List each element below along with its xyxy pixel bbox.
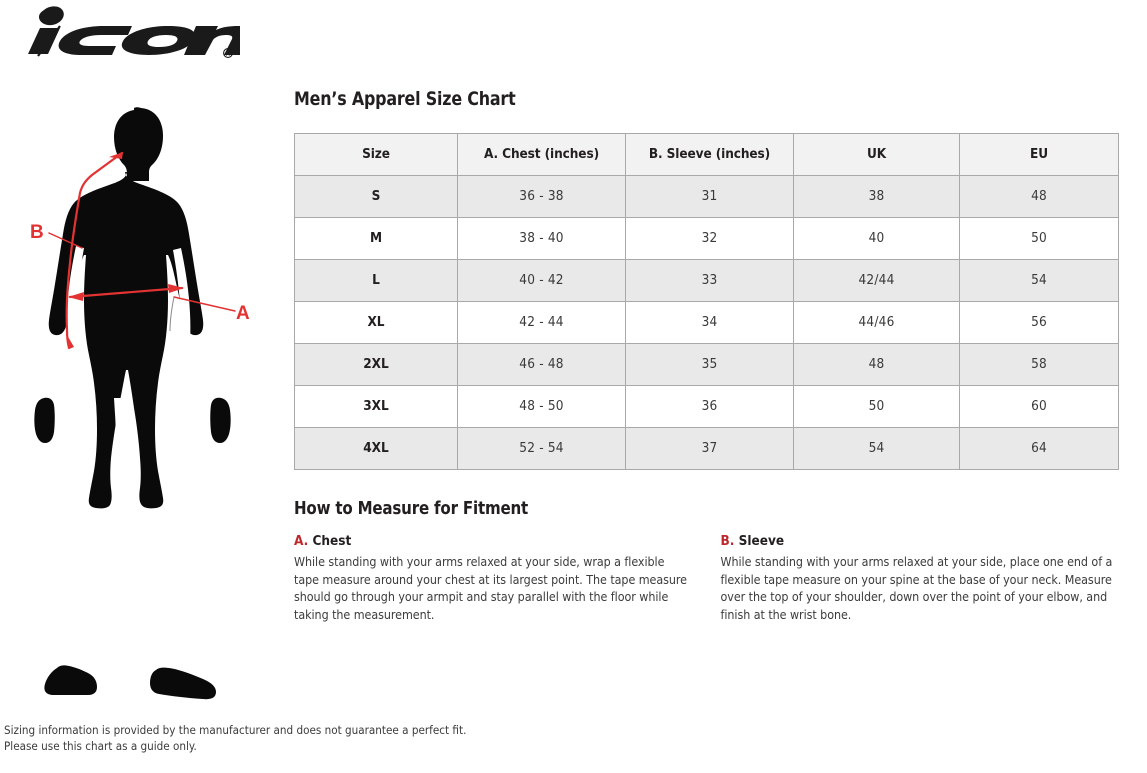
- measure-item-name: Chest: [312, 533, 352, 550]
- cell-sleeve: 36: [625, 384, 794, 428]
- cell-sleeve: 37: [625, 426, 794, 470]
- cell-size: L: [294, 258, 458, 302]
- content-column: Men’s Apparel Size Chart Size A. Chest (…: [294, 88, 1119, 624]
- cell-uk: 38: [793, 174, 960, 218]
- cell-sleeve: 31: [625, 174, 794, 218]
- sleeve-measure-path: [65, 151, 124, 350]
- cell-size: M: [294, 216, 458, 260]
- icon-wordmark-icon: R: [28, 6, 240, 58]
- table-row: M 38 - 40 32 40 50: [294, 216, 1119, 260]
- silhouette-shape: [34, 107, 231, 700]
- table-row: 4XL 52 - 54 37 54 64: [294, 426, 1119, 470]
- cell-eu: 64: [959, 426, 1119, 470]
- column-header-sleeve: B. Sleeve (inches): [625, 132, 794, 176]
- measure-item-chest: A. Chest While standing with your arms r…: [294, 533, 692, 623]
- column-header-size: Size: [294, 132, 458, 176]
- cell-sleeve: 33: [625, 258, 794, 302]
- measure-item-letter: B.: [720, 533, 735, 550]
- sleeve-arrowhead-bottom: [67, 335, 74, 349]
- measure-item-text: While standing with your arms relaxed at…: [294, 554, 687, 623]
- cell-uk: 48: [793, 342, 960, 386]
- cell-eu: 58: [959, 342, 1119, 386]
- how-to-measure-title: How to Measure for Fitment: [294, 497, 529, 519]
- table-header: Size A. Chest (inches) B. Sleeve (inches…: [294, 132, 1119, 176]
- cell-uk: 44/46: [793, 300, 960, 344]
- measure-item-text: While standing with your arms relaxed at…: [720, 554, 1113, 623]
- left-arm-gap: [66, 246, 84, 361]
- cell-size: XL: [294, 300, 458, 344]
- chest-arrowhead-left: [68, 292, 84, 301]
- disclaimer: Sizing information is provided by the ma…: [4, 722, 624, 755]
- cell-sleeve: 34: [625, 300, 794, 344]
- cell-chest: 40 - 42: [457, 258, 626, 302]
- cell-sleeve: 35: [625, 342, 794, 386]
- size-table-container: Size A. Chest (inches) B. Sleeve (inches…: [294, 132, 1119, 470]
- cell-eu: 48: [959, 174, 1119, 218]
- table-header-row: Size A. Chest (inches) B. Sleeve (inches…: [294, 132, 1119, 176]
- table-row: 3XL 48 - 50 36 50 60: [294, 384, 1119, 428]
- cell-uk: 50: [793, 384, 960, 428]
- cell-eu: 60: [959, 384, 1119, 428]
- table-body: S 36 - 38 31 38 48 M 38 - 40 32 40 50 L …: [294, 174, 1119, 470]
- cell-chest: 36 - 38: [457, 174, 626, 218]
- how-to-measure-section: How to Measure for Fitment A. Chest Whil…: [294, 498, 1118, 624]
- table-row: XL 42 - 44 34 44/46 56: [294, 300, 1119, 344]
- cell-chest: 46 - 48: [457, 342, 626, 386]
- measurement-annotations: [48, 151, 236, 350]
- right-arm-gap: [173, 248, 191, 363]
- column-header-uk: UK: [793, 132, 960, 176]
- cell-sleeve: 32: [625, 216, 794, 260]
- male-figure-icon: B A: [30, 107, 250, 700]
- column-header-eu: EU: [959, 132, 1119, 176]
- cell-uk: 40: [793, 216, 960, 260]
- chest-arrowhead-right: [168, 284, 184, 293]
- cell-size: 4XL: [294, 426, 458, 470]
- measure-item-letter: A.: [294, 533, 309, 550]
- cell-chest: 42 - 44: [457, 300, 626, 344]
- measure-item-heading: B. Sleeve: [721, 533, 1119, 550]
- size-chart-table: Size A. Chest (inches) B. Sleeve (inches…: [294, 132, 1119, 470]
- leg-gap: [114, 398, 127, 544]
- chest-measure-path: [68, 286, 184, 299]
- table-row: L 40 - 42 33 42/44 54: [294, 258, 1119, 302]
- cell-size: 3XL: [294, 384, 458, 428]
- disclaimer-line-2: Please use this chart as a guide only.: [4, 739, 197, 754]
- sleeve-leader-line: [48, 232, 83, 249]
- chest-leader-line: [173, 296, 236, 312]
- table-row: S 36 - 38 31 38 48: [294, 174, 1119, 218]
- sleeve-arrowhead-top: [109, 152, 123, 159]
- cell-uk: 42/44: [793, 258, 960, 302]
- armpit-contour-line: [169, 296, 175, 332]
- cell-chest: 52 - 54: [457, 426, 626, 470]
- svg-text:R: R: [226, 52, 230, 58]
- cell-eu: 50: [959, 216, 1119, 260]
- cell-size: 2XL: [294, 342, 458, 386]
- chest-label: A: [236, 303, 250, 324]
- body-silhouette-figure: B A: [22, 98, 282, 708]
- page-title: Men’s Apparel Size Chart: [294, 88, 516, 110]
- cell-eu: 54: [959, 258, 1119, 302]
- cell-chest: 48 - 50: [457, 384, 626, 428]
- sleeve-label: B: [30, 222, 44, 243]
- registered-trademark-icon: R: [223, 48, 233, 58]
- measure-item-name: Sleeve: [738, 533, 785, 550]
- cell-eu: 56: [959, 300, 1119, 344]
- cell-uk: 54: [793, 426, 960, 470]
- cell-size: S: [294, 174, 458, 218]
- measure-item-sleeve: B. Sleeve While standing with your arms …: [721, 533, 1119, 623]
- table-row: 2XL 46 - 48 35 48 58: [294, 342, 1119, 386]
- brand-logo: R: [0, 4, 240, 68]
- column-header-chest: A. Chest (inches): [457, 132, 626, 176]
- disclaimer-line-1: Sizing information is provided by the ma…: [4, 723, 467, 737]
- measure-item-heading: A. Chest: [294, 533, 692, 550]
- annotation-arrowheads: [67, 152, 184, 349]
- cell-chest: 38 - 40: [457, 216, 626, 260]
